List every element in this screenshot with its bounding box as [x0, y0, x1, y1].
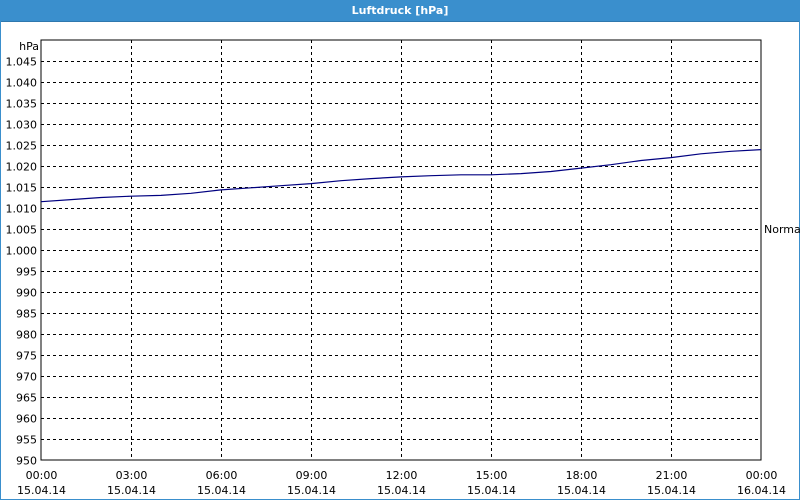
y-tick-label: 1.030: [6, 119, 38, 132]
x-tick-time-label: 09:00: [296, 469, 328, 482]
y-tick-label: 1.020: [6, 161, 38, 174]
y-tick-label: 995: [16, 266, 37, 279]
x-tick-date-label: 15.04.14: [197, 484, 246, 497]
reference-label-normal: Normal: [764, 223, 800, 236]
y-tick-label: 960: [16, 413, 37, 426]
y-tick-label: 985: [16, 308, 37, 321]
y-tick-label: 1.045: [6, 56, 38, 69]
chart-title-bar: Luftdruck [hPa]: [0, 0, 800, 22]
x-tick-date-label: 15.04.14: [557, 484, 606, 497]
series-line: [40, 149, 762, 203]
series-layer: [40, 149, 762, 203]
x-tick-time-label: 12:00: [386, 469, 418, 482]
x-tick-date-label: 15.04.14: [287, 484, 336, 497]
x-tick-time-label: 21:00: [656, 469, 688, 482]
y-tick-label: 975: [16, 350, 37, 363]
x-tick-date-label: 15.04.14: [377, 484, 426, 497]
y-tick-label: 1.040: [6, 77, 38, 90]
plot-frame: [40, 39, 762, 461]
y-tick-label: 1.005: [6, 224, 38, 237]
x-tick-date-label: 16.04.14: [737, 484, 786, 497]
x-tick-date-label: 15.04.14: [647, 484, 696, 497]
x-tick-time-label: 18:00: [566, 469, 598, 482]
x-tick-time-label: 06:00: [206, 469, 238, 482]
y-tick-label: 965: [16, 392, 37, 405]
x-tick-time-label: 15:00: [476, 469, 508, 482]
x-tick-date-label: 15.04.14: [17, 484, 66, 497]
y-axis-unit-label: hPa: [19, 40, 39, 53]
x-tick-time-label: 00:00: [26, 469, 58, 482]
y-tick-label: 970: [16, 371, 37, 384]
y-tick-label: 955: [16, 434, 37, 447]
y-tick-label: 1.000: [6, 245, 38, 258]
grid: [41, 40, 761, 460]
x-tick-time-label: 00:00: [746, 469, 778, 482]
y-tick-label: 1.025: [6, 140, 38, 153]
x-tick-date-label: 15.04.14: [107, 484, 156, 497]
y-tick-label: 1.035: [6, 98, 38, 111]
y-tick-label: 950: [16, 455, 37, 468]
x-axis: 00:00 15.04.14 03:00 15.04.14 06:00 15.04.14 0…: [17, 469, 786, 497]
y-tick-label: 1.015: [6, 182, 38, 195]
chart-title: Luftdruck [hPa]: [351, 4, 449, 17]
x-tick-time-label: 03:00: [116, 469, 148, 482]
x-tick-date-label: 15.04.14: [467, 484, 516, 497]
y-tick-label: 980: [16, 329, 37, 342]
y-axis: 950 955 960 965 970 975 980 985 990 995 1.000 1.005…: [6, 56, 38, 468]
y-tick-label: 1.010: [6, 203, 38, 216]
y-tick-label: 990: [16, 287, 37, 300]
